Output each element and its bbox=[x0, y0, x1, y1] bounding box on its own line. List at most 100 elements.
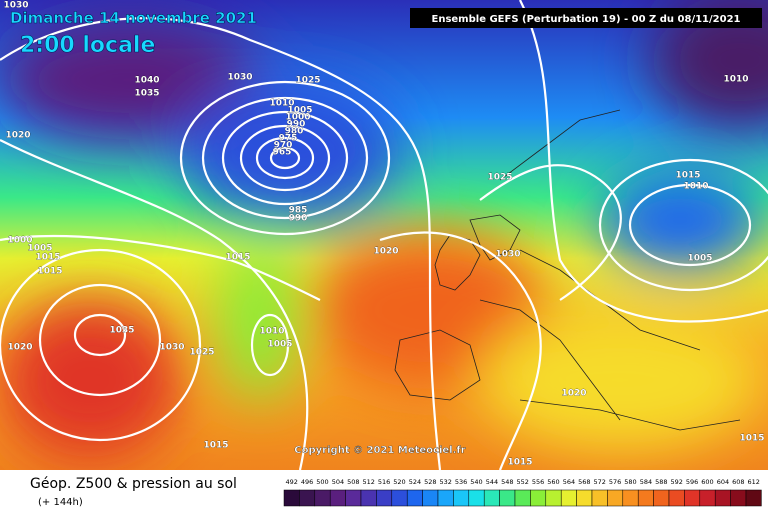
isobar-label: 1015 bbox=[507, 458, 532, 468]
isobar-label: 1025 bbox=[189, 348, 214, 358]
colorbar-label: 532 bbox=[439, 478, 451, 486]
colorbar-label: 560 bbox=[547, 478, 559, 486]
colorbar-label: 588 bbox=[655, 478, 667, 486]
colorbar-label: 540 bbox=[470, 478, 482, 486]
isobar-label: 1030 bbox=[227, 73, 252, 83]
isobar-label: 1015 bbox=[225, 253, 250, 263]
colorbar-swatch bbox=[576, 489, 593, 507]
colorbar-label: 512 bbox=[362, 478, 374, 486]
colorbar-label: 596 bbox=[686, 478, 698, 486]
footer-title: Géop. Z500 & pression au sol bbox=[30, 476, 237, 492]
colorbar-swatch bbox=[684, 489, 701, 507]
colorbar-swatch bbox=[406, 489, 423, 507]
colorbar-swatch bbox=[714, 489, 731, 507]
colorbar-swatch bbox=[483, 489, 500, 507]
colorbar-label: 528 bbox=[424, 478, 436, 486]
isobar-label: 1015 bbox=[203, 441, 228, 451]
colorbar-label: 504 bbox=[332, 478, 344, 486]
isobar-label: 990 bbox=[287, 120, 306, 130]
colorbar-swatch bbox=[607, 489, 624, 507]
colorbar-swatch bbox=[637, 489, 654, 507]
isobar-label: 1035 bbox=[134, 89, 159, 99]
colorbar-label: 500 bbox=[316, 478, 328, 486]
isobar-label: 1040 bbox=[134, 76, 159, 86]
isobar-label: 980 bbox=[285, 127, 304, 137]
isobar-label: 1015 bbox=[739, 434, 764, 444]
colorbar-swatch bbox=[530, 489, 547, 507]
colorbar-swatch bbox=[453, 489, 470, 507]
isobars bbox=[0, 0, 768, 470]
model-info: Ensemble GEFS (Perturbation 19) - 00 Z d… bbox=[432, 14, 741, 25]
colorbar-swatch bbox=[560, 489, 577, 507]
colorbar: 492 496 500 504 508 512 516 520 524 528 532 536 540 5… bbox=[283, 478, 762, 507]
isobar-label: 965 bbox=[273, 148, 292, 158]
colorbar-label: 552 bbox=[516, 478, 528, 486]
colorbar-swatch bbox=[299, 489, 316, 507]
isobar-label: 1030 bbox=[3, 1, 28, 11]
colorbar-swatch bbox=[437, 489, 454, 507]
colorbar-swatch bbox=[745, 489, 762, 507]
isobar-label: 970 bbox=[274, 141, 293, 151]
colorbar-swatch bbox=[730, 489, 747, 507]
colorbar-swatch bbox=[591, 489, 608, 507]
colorbar-label: 536 bbox=[455, 478, 467, 486]
colorbar-swatch bbox=[314, 489, 331, 507]
colorbar-label: 516 bbox=[378, 478, 390, 486]
isobar-label: 1005 bbox=[287, 106, 312, 116]
date: Dimanche 14 novembre 2021 bbox=[10, 9, 257, 27]
colorbar-swatch bbox=[360, 489, 377, 507]
isobar-label: 1030 bbox=[495, 250, 520, 260]
isobar-label: 1010 bbox=[723, 75, 748, 85]
colorbar-swatch bbox=[283, 489, 300, 507]
colorbar-label: 580 bbox=[624, 478, 636, 486]
colorbar-swatch bbox=[545, 489, 562, 507]
colorbar-label: 492 bbox=[285, 478, 297, 486]
colorbar-label: 576 bbox=[609, 478, 621, 486]
colorbar-swatch bbox=[668, 489, 685, 507]
colorbar-label: 600 bbox=[701, 478, 713, 486]
colorbar-swatch bbox=[622, 489, 639, 507]
colorbar-label: 508 bbox=[347, 478, 359, 486]
colorbar-swatch bbox=[699, 489, 716, 507]
colorbar-swatch bbox=[329, 489, 346, 507]
model-banner bbox=[410, 8, 762, 28]
copyright: Copyright © 2021 Meteociel.fr bbox=[294, 445, 465, 456]
colorbar-label: 556 bbox=[532, 478, 544, 486]
isobar-label: 1005 bbox=[687, 254, 712, 264]
isobar-label: 1015 bbox=[35, 253, 60, 263]
colorbar-label: 584 bbox=[640, 478, 652, 486]
colorbar-swatch bbox=[422, 489, 439, 507]
isobar-label: 1015 bbox=[675, 171, 700, 181]
isobar-label: 1010 bbox=[683, 182, 708, 192]
isobar-label: 1000 bbox=[7, 236, 32, 246]
colorbar-label: 564 bbox=[563, 478, 575, 486]
colorbar-swatch bbox=[391, 489, 408, 507]
colorbar-label: 592 bbox=[670, 478, 682, 486]
isobar-label: 1005 bbox=[267, 340, 292, 350]
colorbar-label: 604 bbox=[717, 478, 729, 486]
isobar-label: 1020 bbox=[561, 389, 586, 399]
colorbar-label: 612 bbox=[747, 478, 759, 486]
isobar-label: 1000 bbox=[285, 113, 310, 123]
isobar-label: 1010 bbox=[269, 99, 294, 109]
isobar-label: 1020 bbox=[7, 343, 32, 353]
isobar-label: 1035 bbox=[109, 326, 134, 336]
colorbar-label: 544 bbox=[486, 478, 498, 486]
forecast-lead: (+ 144h) bbox=[38, 497, 83, 508]
colorbar-label: 520 bbox=[393, 478, 405, 486]
colorbar-label: 568 bbox=[578, 478, 590, 486]
local-time: 2:00 locale bbox=[20, 33, 155, 58]
colorbar-label: 548 bbox=[501, 478, 513, 486]
colorbar-swatch bbox=[499, 489, 516, 507]
colorbar-label: 496 bbox=[301, 478, 313, 486]
isobar-label: 1005 bbox=[27, 244, 52, 254]
colorbar-label: 524 bbox=[409, 478, 421, 486]
isobar-label: 975 bbox=[279, 134, 298, 144]
isobar-label: 990 bbox=[289, 214, 308, 224]
colorbar-label: 608 bbox=[732, 478, 744, 486]
isobar-label: 1025 bbox=[295, 76, 320, 86]
